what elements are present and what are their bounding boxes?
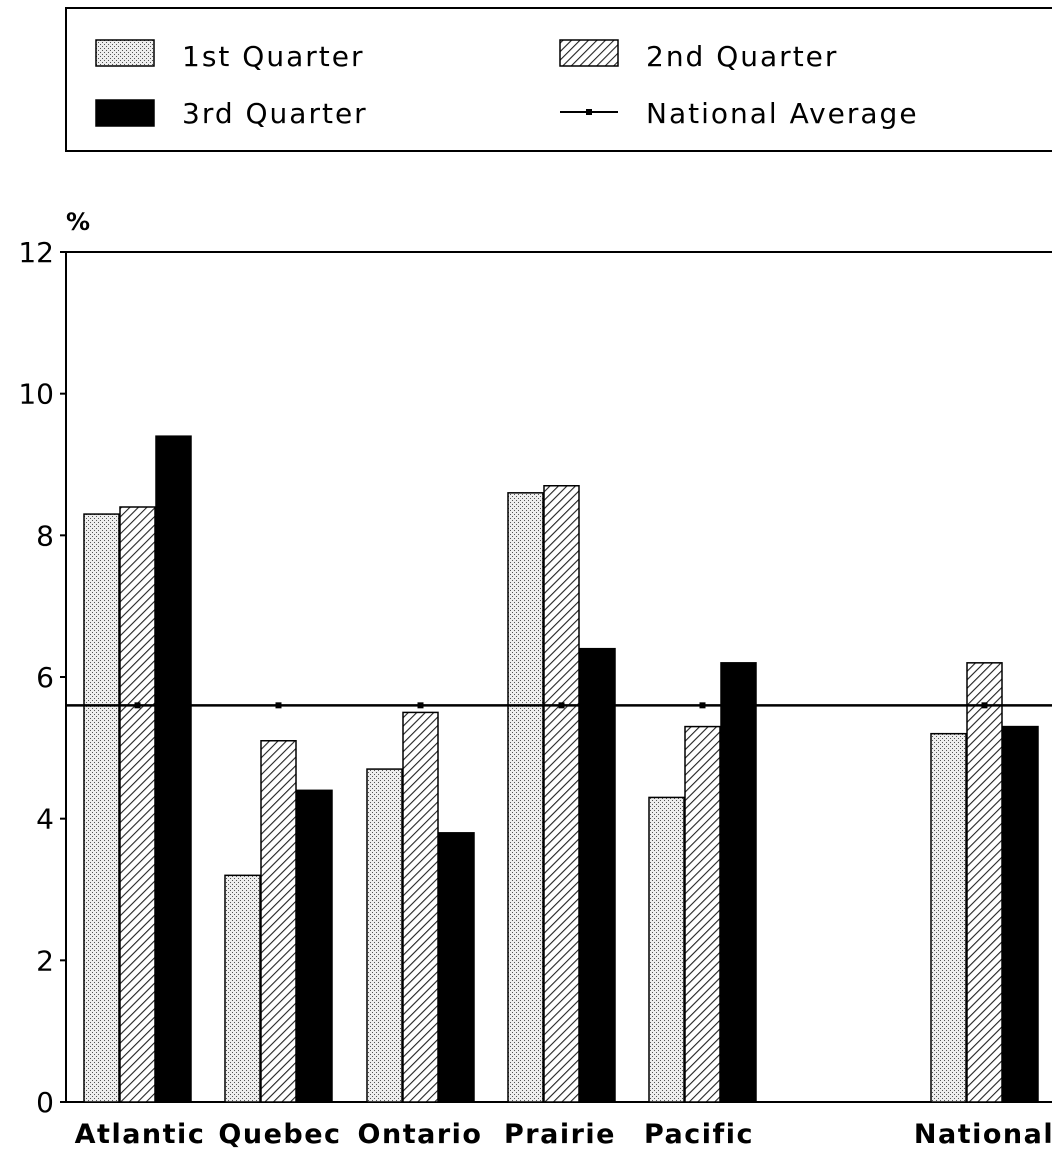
- y-axis-unit-label: %: [66, 208, 90, 236]
- y-tick-label: 10: [18, 378, 54, 411]
- national-average-line-group: [66, 702, 1052, 709]
- bar-prairie-q1: [507, 492, 544, 1103]
- legend-swatch-national-average-marker: [586, 109, 592, 115]
- category-label-quebec: Quebec: [218, 1119, 341, 1150]
- national-average-marker: [558, 702, 565, 709]
- legend-label-1st-quarter: 1st Quarter: [182, 40, 364, 73]
- legend: 1st Quarter 2nd Quarter 3rd Quarter Nati…: [65, 7, 1052, 152]
- bar-prairie-q3: [579, 647, 616, 1103]
- y-tick-label: 6: [36, 661, 54, 694]
- y-tick-label: 2: [36, 944, 54, 977]
- legend-box: [65, 7, 1052, 152]
- bar-pacific-q3: [720, 662, 757, 1103]
- y-axis-ticks: 0 2 4 6 8 10 12: [18, 236, 66, 1119]
- bars: [83, 435, 1039, 1103]
- bar-quebec-q1: [224, 874, 261, 1103]
- bar-quebec-q3: [296, 789, 333, 1103]
- bar-ontario-q3: [438, 832, 475, 1103]
- national-average-marker: [275, 702, 282, 709]
- bar-ontario-q1: [366, 768, 403, 1103]
- category-label-pacific: Pacific: [644, 1119, 754, 1150]
- category-label-prairie: Prairie: [504, 1119, 616, 1150]
- national-average-marker: [699, 702, 706, 709]
- bar-ontario-q2: [402, 711, 439, 1103]
- legend-swatch-3rd-quarter: [95, 99, 155, 127]
- y-tick-label: 8: [36, 519, 54, 552]
- bar-prairie-q2: [543, 485, 580, 1103]
- y-tick-label: 0: [36, 1086, 54, 1119]
- category-label-ontario: Ontario: [358, 1119, 483, 1150]
- legend-swatch-1st-quarter: [95, 39, 155, 67]
- bar-national-q3: [1002, 725, 1039, 1103]
- national-average-marker: [417, 702, 424, 709]
- bar-pacific-q1: [648, 796, 685, 1103]
- bar-atlantic-q2: [119, 506, 156, 1103]
- bar-pacific-q2: [684, 725, 721, 1103]
- y-tick-label: 4: [36, 803, 54, 836]
- legend-label-national-average: National Average: [646, 97, 919, 130]
- category-label-national: National: [914, 1119, 1052, 1150]
- bar-national-q2: [966, 662, 1003, 1103]
- national-average-marker: [981, 702, 988, 709]
- bar-national-q1: [930, 732, 967, 1103]
- legend-swatch-2nd-quarter: [559, 39, 619, 67]
- legend-label-2nd-quarter: 2nd Quarter: [646, 40, 838, 73]
- bar-atlantic-q1: [83, 513, 120, 1103]
- legend-label-3rd-quarter: 3rd Quarter: [182, 97, 368, 130]
- bar-quebec-q2: [260, 740, 297, 1103]
- national-average-marker: [134, 702, 141, 709]
- category-label-atlantic: Atlantic: [75, 1119, 206, 1150]
- y-tick-label: 12: [18, 236, 54, 269]
- category-labels: Atlantic Quebec Ontario Prairie Pacific Natio…: [75, 1119, 1052, 1150]
- bar-atlantic-q3: [155, 435, 192, 1103]
